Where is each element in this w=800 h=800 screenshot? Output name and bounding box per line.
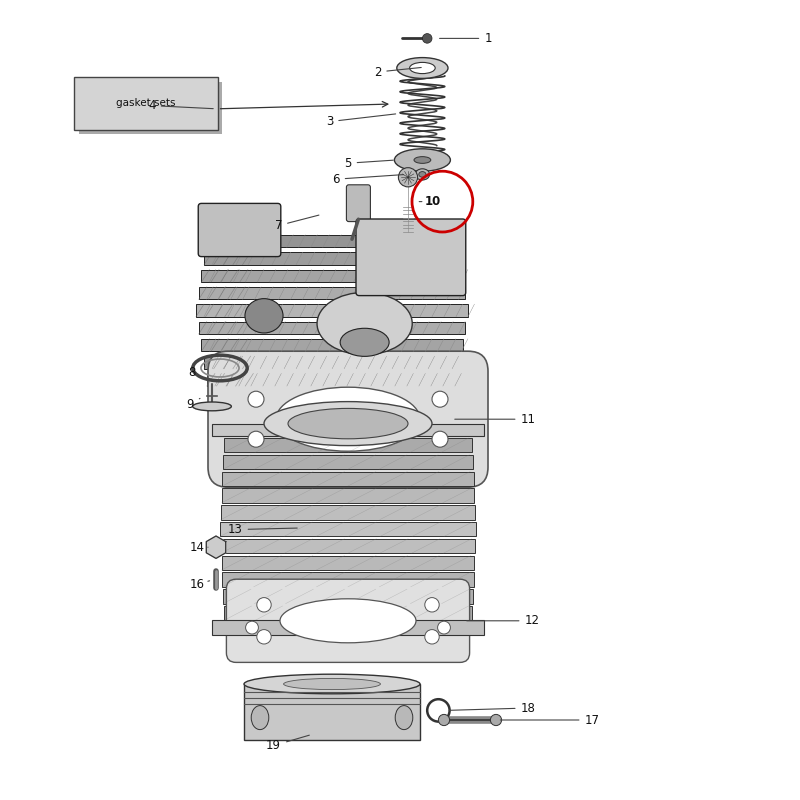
Bar [221,506,475,520]
Text: 1: 1 [439,32,492,45]
Text: 14: 14 [190,541,208,554]
Ellipse shape [264,402,432,446]
Bar [198,287,466,299]
Text: 9: 9 [186,398,200,410]
FancyBboxPatch shape [74,77,218,130]
Circle shape [398,168,418,187]
Bar [204,356,460,369]
Polygon shape [206,536,226,558]
Ellipse shape [193,402,231,411]
Text: 3: 3 [326,114,396,128]
Circle shape [248,431,264,447]
Text: 6: 6 [332,173,404,186]
Bar [222,555,474,570]
Ellipse shape [244,674,420,694]
Bar [207,235,457,247]
Bar [220,522,476,536]
Ellipse shape [340,328,389,356]
Ellipse shape [288,408,408,438]
Bar [223,454,473,469]
Ellipse shape [284,678,381,690]
Circle shape [490,714,502,726]
Text: 19: 19 [266,735,310,752]
Circle shape [432,431,448,447]
FancyBboxPatch shape [346,185,370,222]
FancyBboxPatch shape [79,82,222,134]
Circle shape [257,598,271,612]
Ellipse shape [414,157,430,163]
Bar [202,270,462,282]
Text: 11: 11 [454,413,535,426]
Circle shape [422,34,432,43]
Circle shape [246,621,258,634]
Ellipse shape [245,298,283,333]
Bar [207,374,457,386]
Circle shape [425,630,439,644]
Text: 17: 17 [500,714,599,726]
Bar [196,304,468,317]
FancyBboxPatch shape [198,203,281,257]
Text: 12: 12 [466,614,539,627]
Circle shape [438,621,450,634]
Ellipse shape [410,62,435,74]
Circle shape [257,630,271,644]
FancyBboxPatch shape [208,351,488,487]
Text: gasket sets: gasket sets [116,98,176,108]
Ellipse shape [251,706,269,730]
Text: 18: 18 [449,702,535,714]
Ellipse shape [394,149,450,171]
FancyBboxPatch shape [226,579,470,662]
Text: 13: 13 [228,523,298,536]
Bar [222,471,474,486]
Text: 10: 10 [419,195,441,208]
Text: 16: 16 [190,578,210,590]
Ellipse shape [397,58,448,78]
Text: 2: 2 [374,66,422,78]
Ellipse shape [415,169,430,180]
Bar [222,573,474,587]
Bar [212,621,484,634]
Bar [204,252,460,265]
Bar [224,606,472,621]
Ellipse shape [395,706,413,730]
Bar [244,684,420,740]
Bar [221,539,475,554]
Text: 7: 7 [274,215,319,232]
Circle shape [432,391,448,407]
Text: 8: 8 [188,366,196,379]
Ellipse shape [419,171,426,177]
Bar [222,488,474,502]
Circle shape [248,391,264,407]
Bar [223,589,473,603]
Ellipse shape [317,292,412,354]
Circle shape [425,598,439,612]
FancyBboxPatch shape [356,219,466,296]
Bar [224,438,472,452]
Text: 4: 4 [148,99,214,112]
Bar [202,339,462,351]
Circle shape [438,714,450,726]
Bar [212,424,484,435]
Bar [198,322,466,334]
Ellipse shape [276,387,420,451]
Ellipse shape [280,598,416,643]
Text: 5: 5 [344,157,394,170]
